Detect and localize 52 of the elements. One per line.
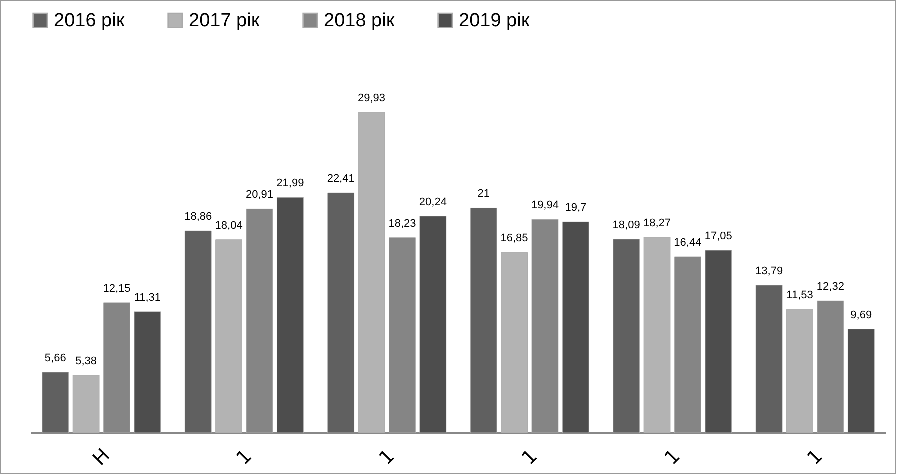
bar: [562, 222, 590, 434]
data-label: 19,94: [531, 200, 559, 212]
bar: [786, 309, 814, 434]
data-label: 18,04: [215, 220, 243, 232]
x-tick-label: 1: [660, 445, 685, 470]
bar: [184, 230, 212, 434]
data-label: 20,91: [246, 189, 274, 202]
data-label: 12,32: [816, 281, 844, 294]
data-label: 11,31: [134, 292, 162, 304]
data-label: 13,79: [756, 265, 784, 278]
data-label: 5,38: [76, 355, 98, 368]
x-tick-label: 1: [518, 445, 542, 470]
bar: [358, 112, 386, 434]
bar: [470, 208, 498, 434]
bar: [501, 252, 528, 434]
data-label: 11,53: [786, 290, 814, 302]
data-label: 18,23: [388, 218, 416, 230]
bar: [644, 237, 671, 434]
data-label: 12,15: [103, 282, 131, 295]
x-tick-label: 1: [232, 445, 256, 470]
bar: [328, 192, 355, 434]
bar: [848, 329, 875, 434]
bar: [134, 312, 162, 434]
data-label: 20,24: [419, 196, 447, 208]
legend-label: 2016 рік: [54, 10, 126, 32]
bar: [613, 239, 640, 434]
x-tick-label: 1: [375, 445, 400, 470]
bar: [420, 216, 447, 434]
x-tick-label: 1: [803, 445, 828, 470]
bar: [276, 197, 304, 434]
data-label: 18,27: [643, 217, 672, 230]
data-label: 5,66: [44, 352, 66, 364]
data-label: 18,09: [612, 219, 640, 232]
data-label: 16,85: [500, 232, 528, 245]
legend-label: 2018 рік: [324, 10, 396, 32]
data-label: 9,69: [850, 309, 872, 322]
data-label: 29,93: [358, 92, 386, 105]
x-tick-label: Н: [88, 444, 114, 470]
data-label: 17,05: [704, 230, 732, 243]
bar: [72, 375, 100, 434]
data-label: 22,41: [327, 173, 355, 186]
bar: [216, 240, 242, 434]
data-label: 21: [478, 188, 490, 200]
data-label: 18,86: [184, 211, 212, 224]
bar: [705, 250, 732, 434]
data-label: 16,44: [674, 237, 702, 250]
legend-label: 2019 рік: [459, 10, 530, 32]
bar: [756, 285, 783, 434]
data-label: 19,7: [565, 202, 587, 214]
bar: [42, 372, 70, 434]
data-label: 21,99: [276, 178, 304, 190]
legend-label: 2017 рік: [189, 10, 260, 32]
